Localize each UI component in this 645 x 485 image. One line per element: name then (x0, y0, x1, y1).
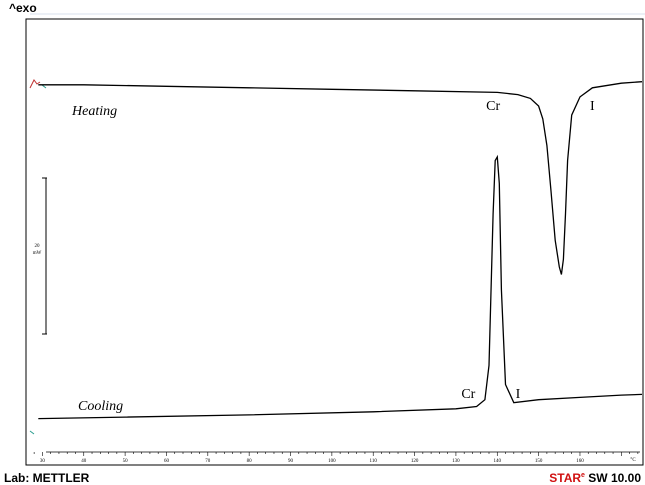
x-axis-ticks (33, 452, 639, 456)
x-tick-label: 150 (535, 459, 543, 464)
x-tick-label: 130 (452, 459, 460, 464)
x-tick-label: 70 (205, 459, 211, 464)
scale-bar: 20 mW (33, 177, 47, 335)
phase-label-cr: Cr (486, 99, 500, 114)
phase-label-i: I (516, 387, 521, 402)
phase-labels: Cr I Cr I (461, 99, 595, 402)
x-tick-label: 80 (247, 459, 253, 464)
x-tick-label: 140 (494, 459, 502, 464)
x-axis-unit: °C (630, 458, 636, 463)
heating-start-tick (41, 84, 47, 89)
heating-start-marker (29, 79, 41, 89)
brand-star: STAR (549, 471, 582, 485)
x-tick-label: 60 (164, 459, 170, 464)
x-tick-label: 160 (576, 459, 584, 464)
x-axis-tick-labels: 30 40 50 60 70 80 90 100 110 120 130 140 150 160 (40, 459, 584, 464)
brand-star-mark: e (581, 472, 585, 479)
phase-label-cr: Cr (461, 387, 475, 402)
scale-bar-value: 20 (35, 244, 41, 249)
plot-frame (25, 18, 644, 466)
exo-direction-label: ^exo (9, 1, 37, 15)
software-version-label: STARe SW 10.00 (549, 471, 641, 485)
phase-label-i: I (590, 99, 595, 114)
series-label-heating: Heating (71, 104, 117, 119)
x-tick-label: 110 (370, 459, 378, 464)
series-line-cooling (38, 154, 643, 420)
scale-bar-unit: mW (33, 251, 42, 256)
x-tick-label: 50 (123, 459, 129, 464)
x-tick-label: 40 (81, 459, 87, 464)
series-label-cooling: Cooling (78, 399, 123, 414)
x-tick-label: 100 (328, 459, 336, 464)
cooling-start-tick (29, 430, 35, 435)
lab-label: Lab: METTLER (4, 471, 90, 485)
series-line-heating (38, 81, 643, 275)
x-tick-label: 90 (288, 459, 294, 464)
software-version: SW 10.00 (588, 471, 641, 485)
x-tick-label: 30 (40, 459, 46, 464)
x-tick-label: 120 (411, 459, 419, 464)
